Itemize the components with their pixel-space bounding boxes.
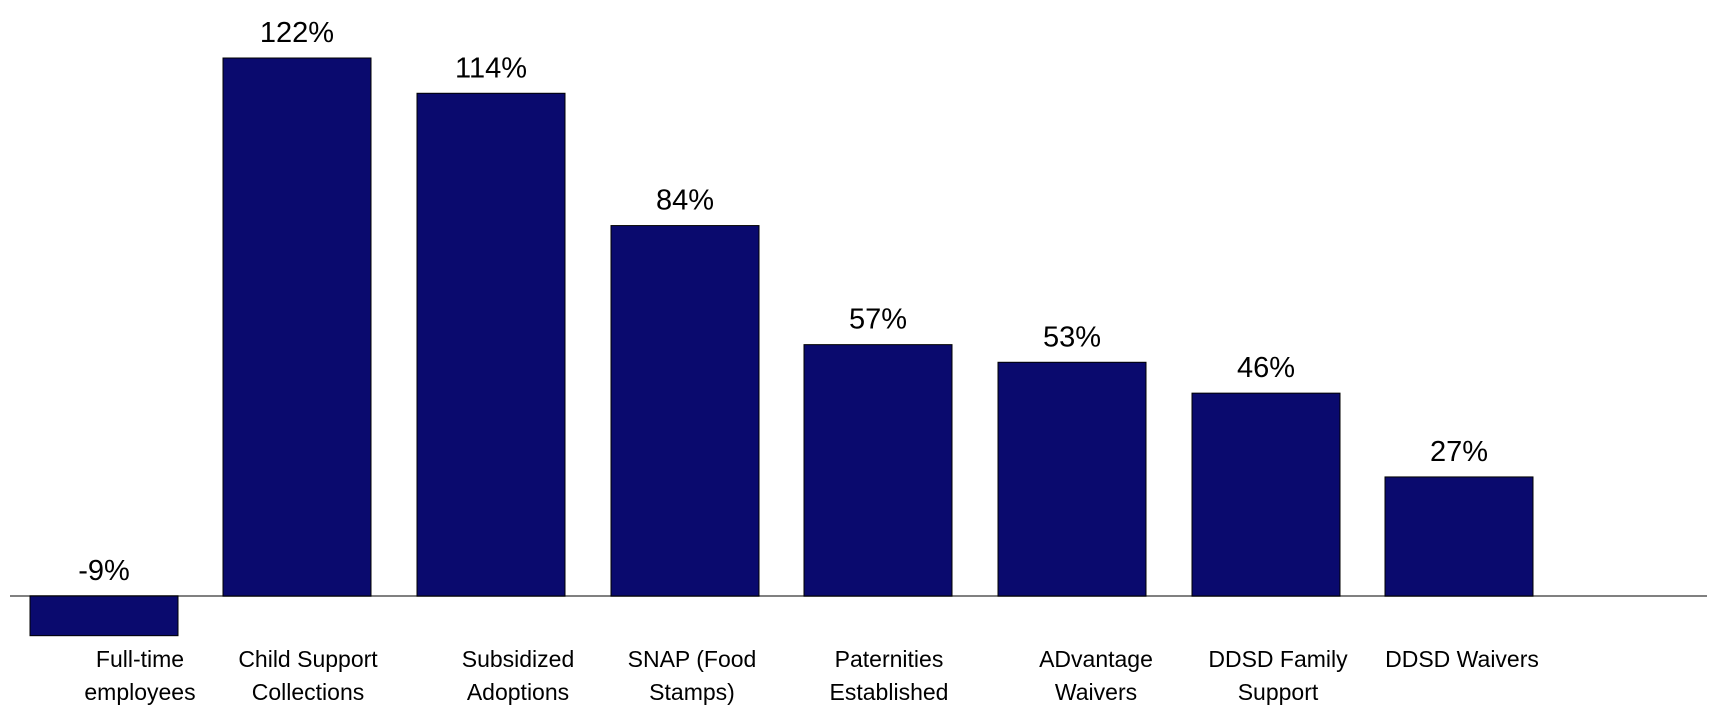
category-labels-group: Full-time employees Child Support Collectio… [84,646,1539,705]
value-labels-group: -9% 122% 114% 84% 57% 53% 46% 27% [78,17,1488,587]
value-label-full-time-employees: -9% [78,555,130,587]
category-label-ddsd-waivers: DDSD Waivers [1385,646,1539,672]
category-label-line: Subsidized [462,646,575,672]
bar-ddsd-waivers [1384,476,1534,597]
bar-subsidized-adoptions [416,92,566,597]
category-label-snap-food-stamps: SNAP (Food Stamps) [628,646,757,705]
category-label-line: Full-time [96,646,184,672]
category-label-line: Stamps) [649,679,735,705]
category-label-ddsd-family-support: DDSD Family Support [1208,646,1348,705]
category-label-line: Established [830,679,949,705]
value-label-snap-food-stamps: 84% [656,185,714,217]
bar-paternities-established [803,344,953,597]
category-label-line: ADvantage [1039,646,1153,672]
value-label-advantage-waivers: 53% [1043,321,1101,353]
value-label-ddsd-family-support: 46% [1237,352,1295,384]
bars-group [29,57,1534,637]
category-label-full-time-employees: Full-time employees [84,646,195,705]
value-label-subsidized-adoptions: 114% [455,52,527,84]
category-label-line: employees [84,679,195,705]
bar-snap-food-stamps [610,225,760,597]
category-label-line: Waivers [1055,679,1137,705]
category-label-line: SNAP (Food [628,646,757,672]
bar-advantage-waivers [997,361,1147,597]
category-label-line: Adoptions [467,679,569,705]
category-label-line: Collections [252,679,365,705]
category-label-line: DDSD Waivers [1385,646,1539,672]
category-label-advantage-waivers: ADvantage Waivers [1039,646,1153,705]
value-label-ddsd-waivers: 27% [1430,436,1488,468]
category-label-subsidized-adoptions: Subsidized Adoptions [462,646,575,705]
category-label-line: Support [1238,679,1319,705]
category-label-child-support-collections: Child Support Collections [238,646,378,705]
category-label-line: Paternities [835,646,944,672]
bar-full-time-employees [29,595,179,637]
value-label-child-support-collections: 122% [260,17,334,49]
category-label-line: DDSD Family [1208,646,1348,672]
category-label-line: Child Support [238,646,378,672]
bar-child-support-collections [222,57,372,597]
value-label-paternities-established: 57% [849,304,907,336]
bar-ddsd-family-support [1191,392,1341,597]
category-label-paternities-established: Paternities Established [830,646,949,705]
